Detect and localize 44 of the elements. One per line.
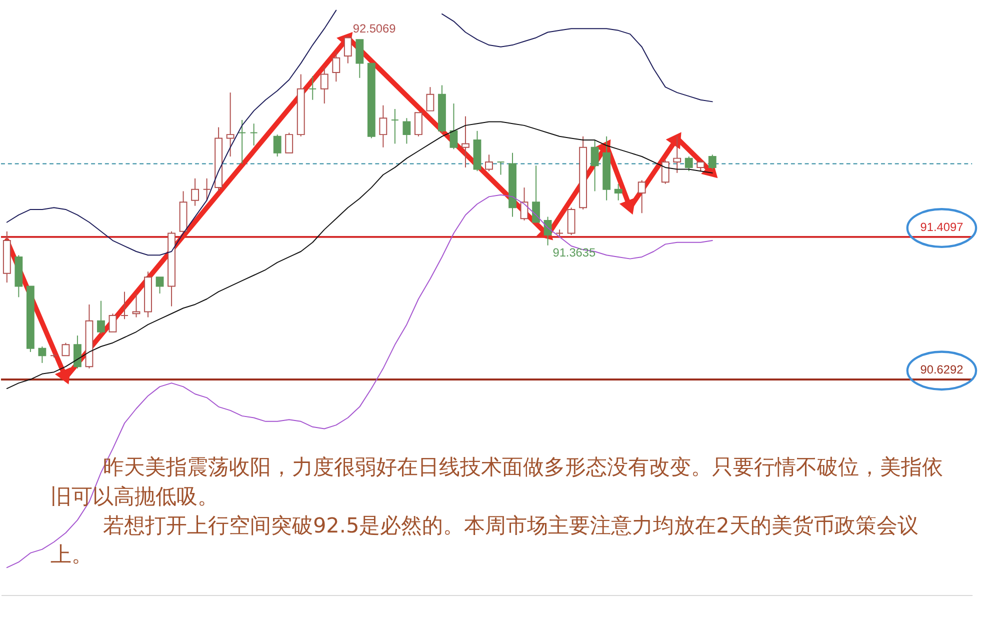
candlestick [120,291,128,320]
candlestick [202,178,211,201]
candlestick [567,207,576,236]
candlestick [97,300,105,334]
candlestick [108,313,117,332]
candlestick [379,104,388,148]
candlestick [661,160,670,184]
annotation: 92.5069 [352,22,396,36]
candlestick [226,92,234,157]
candlestick [273,134,282,157]
candlestick [426,86,434,112]
candlestick [590,140,599,192]
candlestick [390,108,399,144]
candlestick [74,335,82,369]
ref-line-label: 91.4097 [920,220,964,234]
candlestick [191,178,200,206]
candlestick [696,160,705,172]
candlestick [708,154,716,170]
candlestick [250,123,258,146]
candlestick [285,132,294,154]
candlestick [38,346,46,364]
candlestick [462,116,470,168]
candlestick [308,76,317,100]
candlestick [62,342,70,356]
candlestick [496,161,505,176]
candlestick [332,52,340,82]
candlestick [344,36,352,64]
candlestick [673,136,682,174]
candlestick [614,183,622,201]
candlestick [638,180,646,214]
annotation: 91.3635 [552,245,596,260]
candlestick [402,118,411,144]
annotation: 若想打开上行空间突破92.5是必然的。本周市场主要注意力均放在2天的美货币政策会议上。 [50,513,918,567]
ref-line-label: 90.6292 [920,362,964,377]
candlestick [532,165,540,223]
candlestick [356,39,364,78]
candlestick [684,156,693,172]
candlestick [156,276,164,294]
candlestick [320,66,328,104]
candlestick [414,112,422,137]
annotation: 昨天美指震荡收阳，力度很弱好在日线技术面做多形态没有改变。只要行情不破位，美指依旧可以高抛低吸。 [50,455,943,508]
candlestick [485,154,493,172]
candlestick [238,119,246,164]
candlestick [450,103,458,150]
